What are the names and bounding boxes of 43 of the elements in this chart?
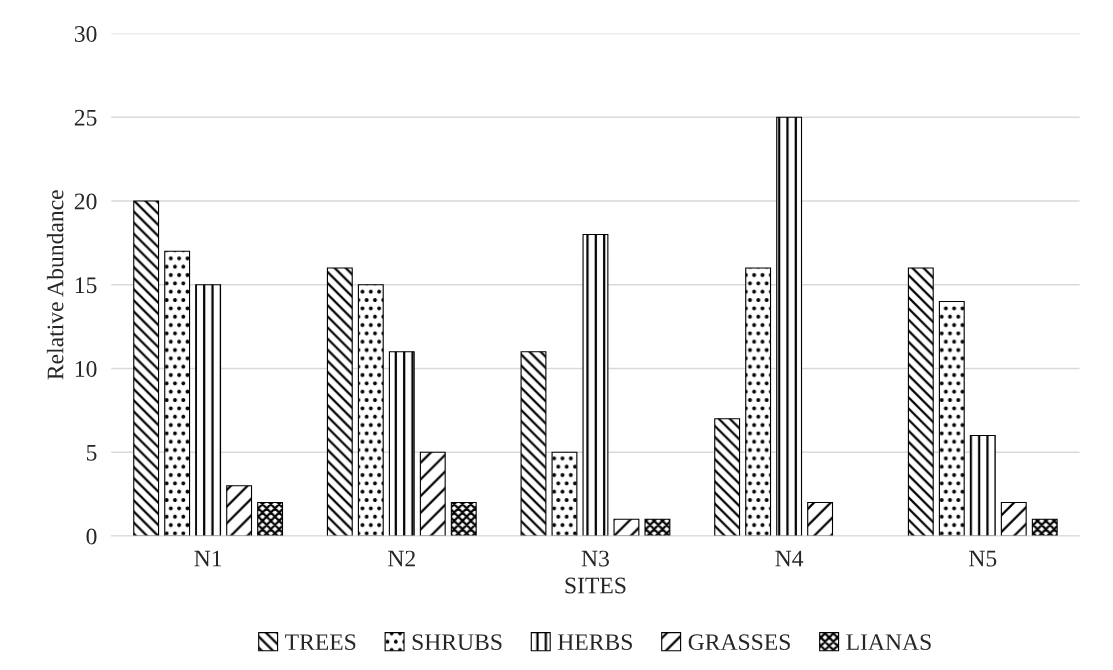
legend-label: HERBS (557, 634, 632, 651)
x-tick-label: N2 (388, 550, 415, 567)
x-tick-label: N5 (969, 550, 997, 567)
bar (450, 501, 477, 536)
y-tick-label: 10 (75, 360, 97, 377)
bar (938, 300, 965, 536)
legend-label: TREES (285, 634, 356, 651)
bar (551, 451, 578, 536)
y-tick-label: 0 (86, 528, 97, 545)
bar (776, 116, 803, 536)
bar (419, 451, 446, 536)
bar (644, 518, 671, 536)
bar (133, 200, 160, 536)
bar (388, 351, 415, 536)
bar (613, 518, 640, 536)
y-axis-title: Relative Abundance (46, 190, 64, 380)
x-tick-label: N4 (775, 550, 804, 567)
bar (326, 267, 353, 536)
bar (1000, 501, 1027, 536)
bar (520, 351, 547, 536)
bar (807, 501, 834, 536)
y-tick-label: 25 (74, 109, 97, 126)
x-tick-label: N1 (194, 550, 222, 567)
bar (745, 267, 772, 536)
bar (226, 485, 253, 536)
bar (907, 267, 934, 536)
y-tick-label: 5 (86, 444, 97, 461)
legend-label: LIANAS (846, 634, 931, 651)
x-axis-title: SITES (565, 577, 626, 594)
bar (257, 501, 284, 536)
legend-label: SHRUBS (412, 634, 502, 651)
bar (969, 434, 996, 536)
bar (195, 284, 222, 536)
y-tick-label: 15 (75, 277, 97, 294)
x-tick-label: N3 (581, 550, 609, 567)
y-tick-label: 20 (74, 193, 97, 210)
bar (714, 418, 741, 536)
legend-label: GRASSES (688, 634, 790, 651)
bar (164, 250, 191, 536)
y-tick-label: 30 (74, 25, 97, 42)
bar (1031, 518, 1058, 536)
bar (357, 284, 384, 536)
bar (582, 233, 609, 536)
